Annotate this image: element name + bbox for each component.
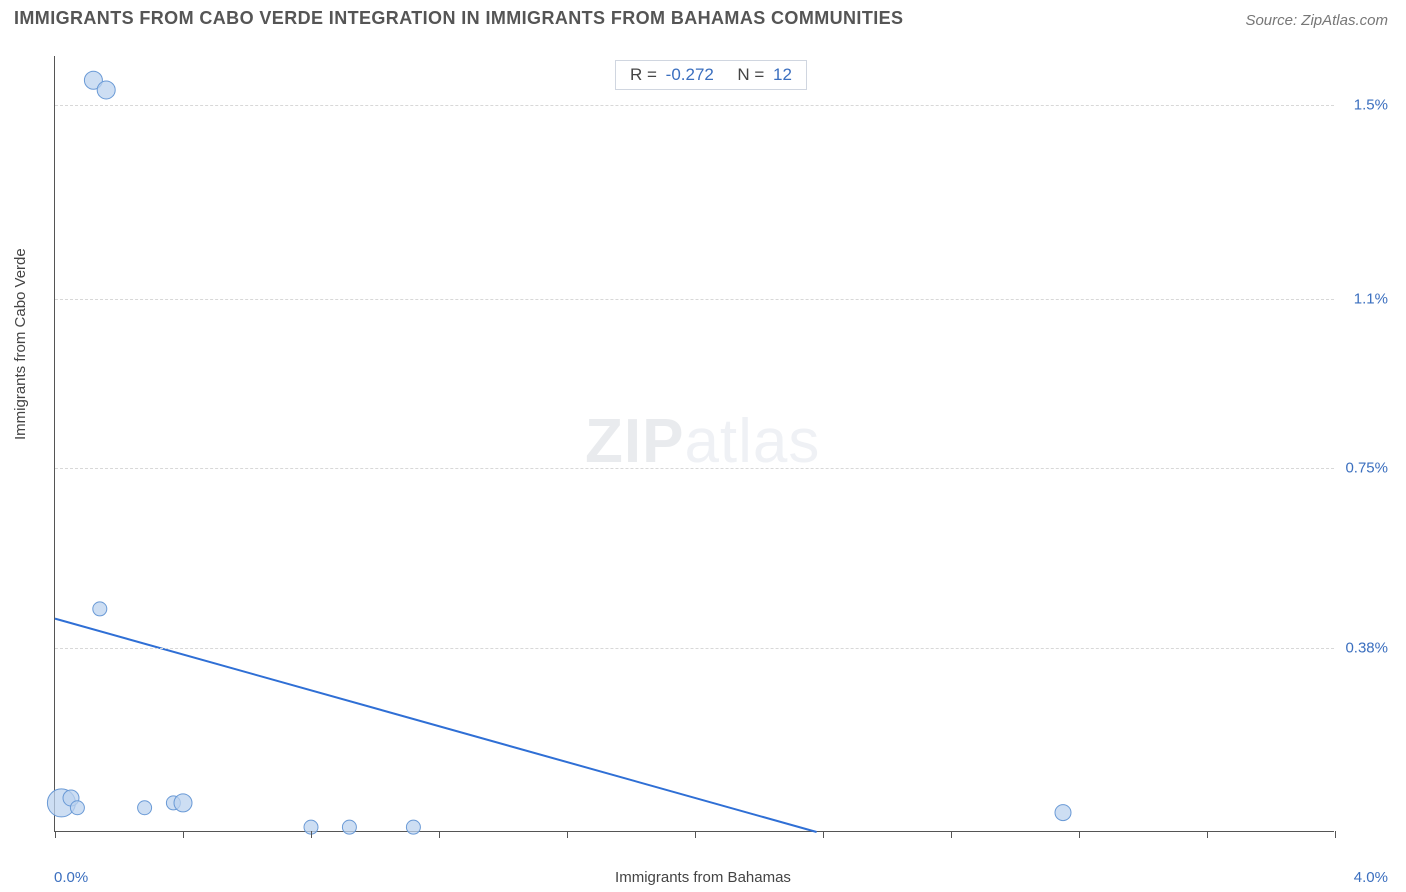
- y-axis-label: Immigrants from Cabo Verde: [12, 248, 29, 440]
- x-origin-label: 0.0%: [54, 869, 88, 886]
- x-tick: [1335, 831, 1336, 838]
- x-tick: [1207, 831, 1208, 838]
- chart-header: IMMIGRANTS FROM CABO VERDE INTEGRATION I…: [0, 0, 1406, 48]
- x-tick: [1079, 831, 1080, 838]
- x-tick: [567, 831, 568, 838]
- y-tick-label: 0.38%: [1345, 639, 1388, 656]
- chart-title: IMMIGRANTS FROM CABO VERDE INTEGRATION I…: [14, 8, 903, 28]
- data-point[interactable]: [138, 801, 152, 815]
- x-tick: [951, 831, 952, 838]
- gridline: [55, 299, 1334, 300]
- y-tick-label: 1.1%: [1354, 290, 1388, 307]
- data-point[interactable]: [406, 820, 420, 834]
- x-tick: [311, 831, 312, 838]
- gridline: [55, 105, 1334, 106]
- plot-area: ZIPatlas R = -0.272 N = 12: [54, 56, 1334, 832]
- source-attribution: Source: ZipAtlas.com: [1245, 12, 1388, 29]
- data-point[interactable]: [97, 81, 115, 99]
- x-tick: [695, 831, 696, 838]
- data-point[interactable]: [1055, 805, 1071, 821]
- chart-svg: [55, 56, 1334, 831]
- y-tick-label: 1.5%: [1354, 96, 1388, 113]
- data-point[interactable]: [93, 602, 107, 616]
- x-tick: [183, 831, 184, 838]
- x-tick: [823, 831, 824, 838]
- gridline: [55, 468, 1334, 469]
- gridline: [55, 648, 1334, 649]
- x-end-label: 4.0%: [1354, 869, 1388, 886]
- x-tick: [55, 831, 56, 838]
- data-point[interactable]: [342, 820, 356, 834]
- data-point[interactable]: [70, 801, 84, 815]
- data-point[interactable]: [174, 794, 192, 812]
- y-tick-label: 0.75%: [1345, 460, 1388, 477]
- x-tick: [439, 831, 440, 838]
- x-axis-label: Immigrants from Bahamas: [0, 869, 1406, 886]
